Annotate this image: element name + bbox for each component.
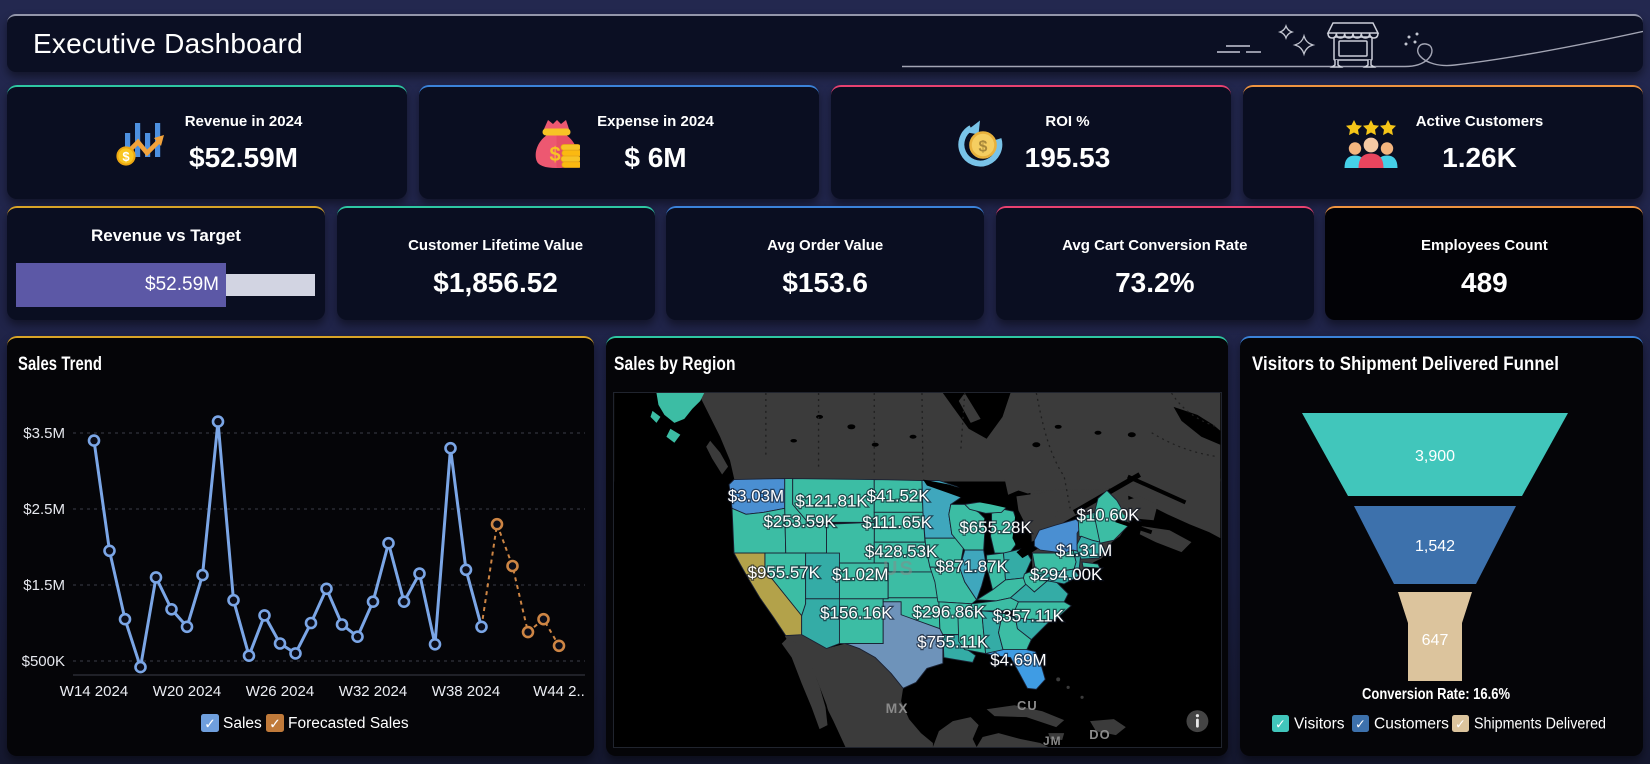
svg-text:$357.11K: $357.11K [993, 607, 1065, 626]
svg-text:$156.16K: $156.16K [820, 604, 893, 623]
svg-text:$1.31M: $1.31M [1056, 541, 1112, 560]
svg-text:CU: CU [1017, 698, 1038, 713]
svg-text:$: $ [550, 144, 561, 166]
svg-text:✓: ✓ [1355, 717, 1366, 732]
svg-text:$655.28K: $655.28K [959, 518, 1032, 537]
svg-text:Sales: Sales [223, 715, 262, 732]
svg-text:$755.11K: $755.11K [917, 633, 989, 652]
svg-text:$296.86K: $296.86K [913, 603, 986, 622]
svg-text:$3.03M: $3.03M [728, 486, 784, 505]
svg-text:$1.5M: $1.5M [23, 577, 65, 594]
svg-text:$111.65K: $111.65K [862, 513, 933, 532]
svg-text:W14 2024: W14 2024 [60, 683, 128, 700]
svg-text:$500K: $500K [22, 653, 65, 670]
svg-text:✓: ✓ [269, 716, 281, 732]
svg-text:$955.57K: $955.57K [748, 563, 821, 582]
svg-text:JM: JM [1043, 734, 1062, 748]
svg-text:W44 2..: W44 2.. [533, 683, 585, 700]
svg-text:647: 647 [1422, 632, 1449, 649]
svg-text:W20 2024: W20 2024 [153, 683, 221, 700]
svg-text:✓: ✓ [1455, 717, 1466, 732]
svg-text:$: $ [122, 149, 130, 164]
svg-text:✓: ✓ [204, 716, 216, 732]
svg-text:Visitors: Visitors [1294, 716, 1345, 733]
svg-text:MX: MX [886, 700, 909, 716]
svg-text:✓: ✓ [1275, 717, 1286, 732]
svg-text:$871.87K: $871.87K [936, 557, 1009, 576]
svg-text:$2.5M: $2.5M [23, 501, 65, 518]
svg-text:$428.53K: $428.53K [865, 542, 938, 561]
svg-text:Forecasted Sales: Forecasted Sales [288, 715, 409, 732]
svg-text:$253.59K: $253.59K [764, 512, 837, 531]
svg-text:3,900: 3,900 [1415, 448, 1455, 465]
svg-text:Customers: Customers [1374, 716, 1449, 733]
svg-text:$294.00K: $294.00K [1030, 565, 1103, 584]
svg-text:$3.5M: $3.5M [23, 425, 65, 442]
svg-text:US: US [883, 558, 915, 580]
svg-text:Shipments Delivered: Shipments Delivered [1474, 716, 1606, 733]
svg-text:Conversion Rate: 16.6%: Conversion Rate: 16.6% [1362, 686, 1510, 703]
svg-text:$41.52K: $41.52K [867, 486, 931, 505]
svg-text:1,542: 1,542 [1415, 538, 1455, 555]
svg-text:W32 2024: W32 2024 [339, 683, 407, 700]
svg-text:$: $ [978, 139, 987, 156]
svg-text:DO: DO [1089, 727, 1110, 742]
svg-text:W26 2024: W26 2024 [246, 683, 314, 700]
svg-text:$121.81K: $121.81K [795, 491, 868, 510]
svg-text:$4.69M: $4.69M [990, 650, 1046, 669]
svg-text:$10.60K: $10.60K [1076, 505, 1140, 524]
svg-text:$1.02M: $1.02M [832, 565, 888, 584]
svg-text:W38 2024: W38 2024 [432, 683, 500, 700]
